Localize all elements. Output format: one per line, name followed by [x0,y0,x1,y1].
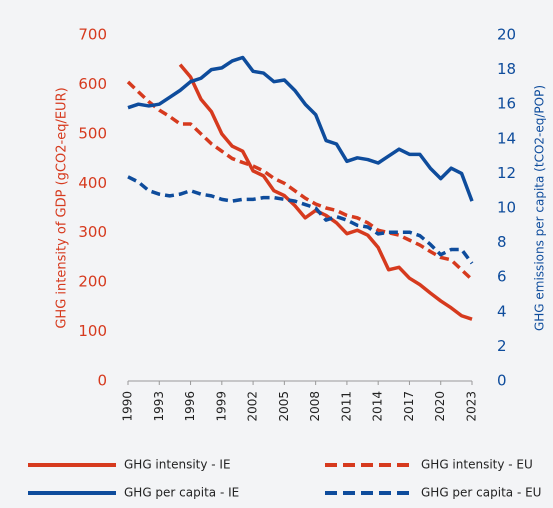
y2-tick-label: 14 [497,129,516,147]
x-tick-label: 1990 [121,391,135,422]
series-line [127,55,474,202]
y2-tick-label: 4 [497,302,507,320]
legend-label: GHG per capita - IE [124,486,239,500]
series-line [127,175,474,265]
x-tick-label: 2017 [402,391,416,422]
x-tick-label: 2023 [465,391,479,422]
y2-tick-label: 0 [497,372,507,390]
x-tick-label: 1993 [152,391,166,422]
legend-label: GHG per capita - EU [421,486,541,500]
y-tick-label: 200 [78,273,107,291]
x-tick-label: 2020 [433,391,447,422]
x-tick-label: 2011 [339,391,353,422]
y-tick-label: 700 [78,26,107,44]
y2-tick-label: 6 [497,268,507,286]
y2-tick-label: 2 [497,337,507,355]
x-tick-label: 2014 [371,391,385,422]
y2-tick-label: 18 [497,60,516,78]
y-tick-label: 100 [78,322,107,340]
series-line [178,63,473,321]
legend-label: GHG intensity - IE [124,458,231,472]
y2-tick-label: 20 [497,26,516,44]
y2-tick-label: 12 [497,164,516,182]
x-tick-label: 2008 [308,391,322,422]
y-axis-title: GHG intensity of GDP (gCO2-eq/EUR) [55,87,70,328]
y-tick-label: 0 [97,372,107,390]
y2-tick-label: 16 [497,95,516,113]
x-tick-label: 1999 [214,391,228,422]
y2-axis-title: GHG emissions per capita (tCO2-eq/POP) [533,85,547,331]
legend-label: GHG intensity - EU [421,458,533,472]
y-tick-label: 400 [78,174,107,192]
series-line [126,80,474,281]
y-tick-label: 600 [78,75,107,93]
x-tick-label: 2005 [277,391,291,422]
y2-tick-label: 8 [497,233,507,251]
x-tick-label: 1996 [183,391,197,422]
x-tick-label: 2002 [246,391,260,422]
y-tick-label: 500 [78,124,107,142]
y-tick-label: 300 [78,223,107,241]
y2-tick-label: 10 [497,199,516,217]
